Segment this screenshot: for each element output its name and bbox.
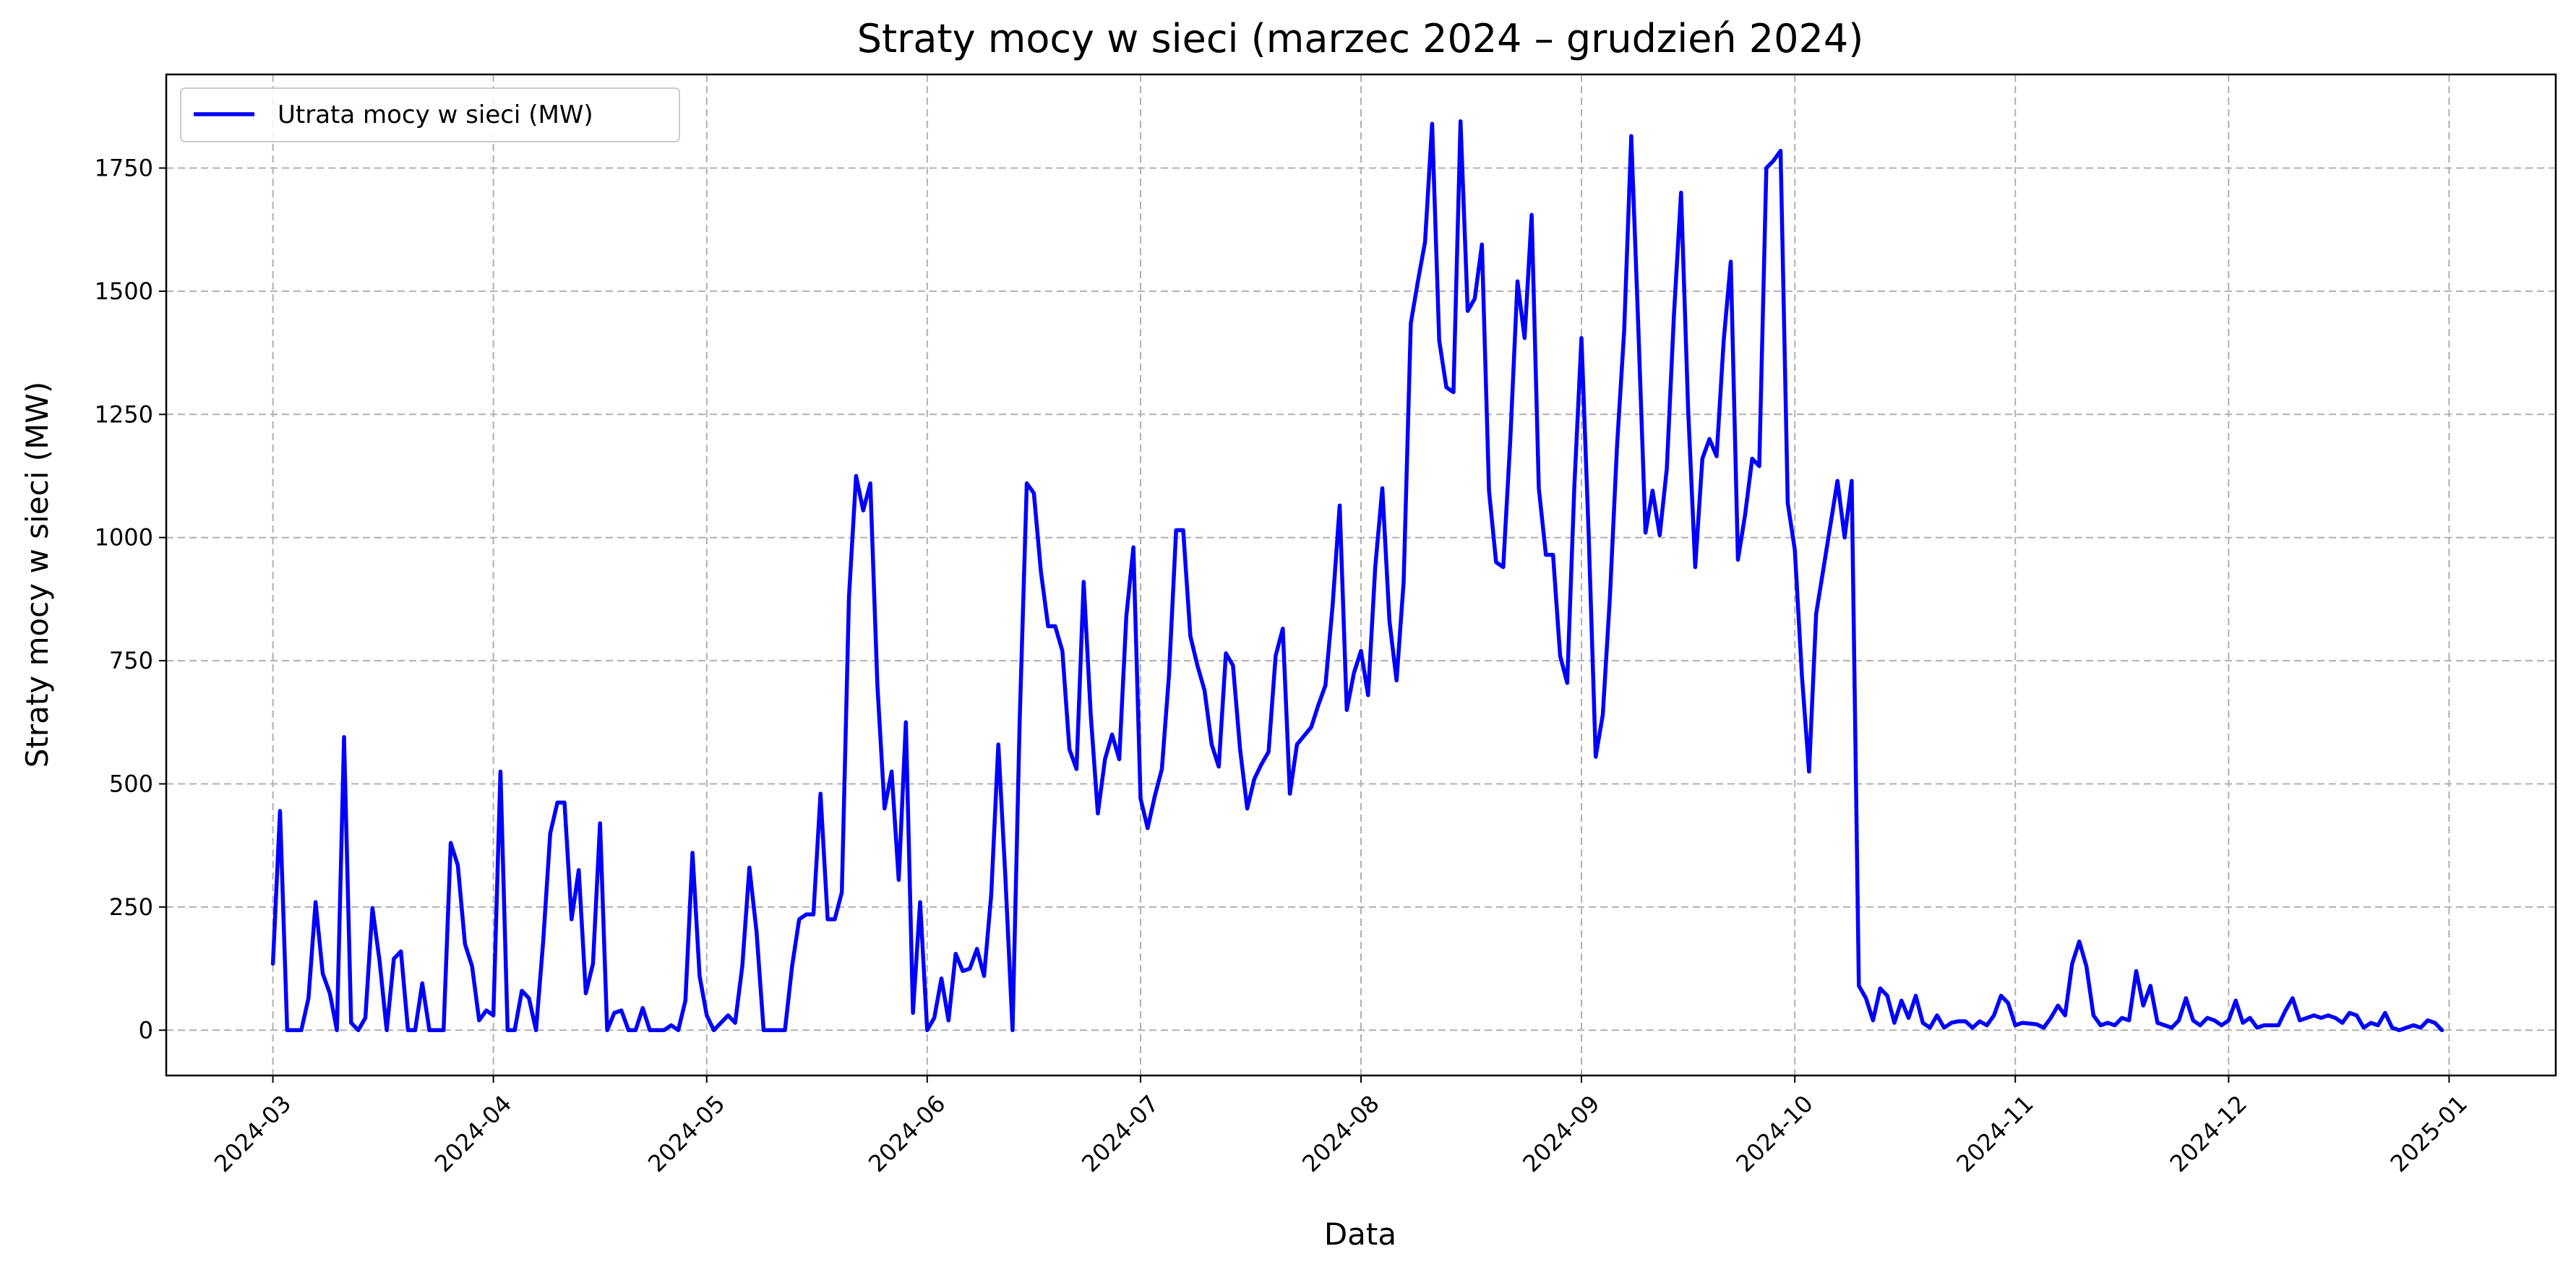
y-axis-label: Straty mocy w sieci (MW) bbox=[20, 382, 55, 768]
legend-box bbox=[180, 87, 680, 142]
y-tick-label: 1000 bbox=[95, 524, 153, 551]
x-axis-label: Data bbox=[1324, 1216, 1396, 1252]
series-line bbox=[270, 119, 2444, 1033]
legend: Utrata mocy w sieci (MW) bbox=[180, 87, 680, 142]
y-tick-label: 1750 bbox=[95, 155, 153, 182]
y-tick-label: 750 bbox=[109, 647, 153, 674]
y-tick-label: 500 bbox=[109, 770, 153, 797]
y-tick-label: 1250 bbox=[95, 400, 153, 428]
y-axis: 0 250 500 750 1000 1250 1500 1750 bbox=[95, 155, 166, 1044]
series-layer bbox=[270, 119, 2444, 1033]
y-tick-label: 1500 bbox=[95, 278, 153, 305]
y-tick-label: 250 bbox=[109, 893, 153, 921]
grid bbox=[166, 74, 2556, 1076]
chart-title: Straty mocy w sieci (marzec 2024 – grudz… bbox=[857, 16, 1864, 61]
legend-label: Utrata mocy w sieci (MW) bbox=[278, 100, 593, 129]
y-tick-label: 0 bbox=[139, 1016, 153, 1044]
